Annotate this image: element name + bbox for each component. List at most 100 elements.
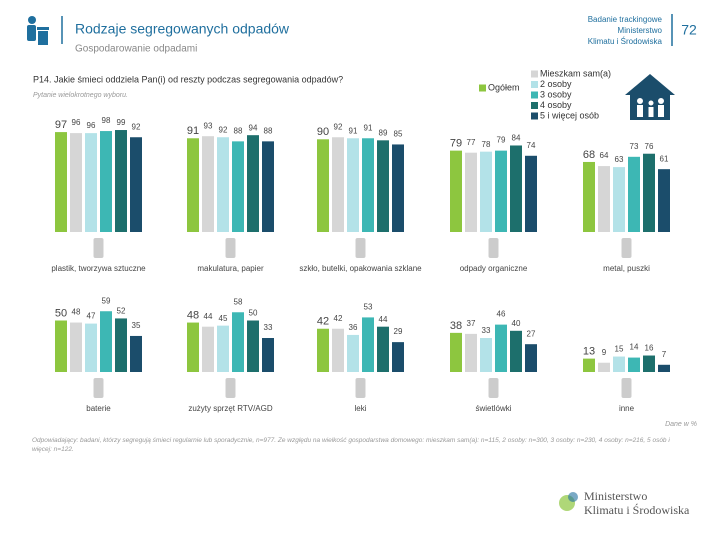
value-label: 42: [334, 314, 343, 323]
bar: [392, 342, 404, 372]
bar: [262, 338, 274, 372]
report-line: Klimatu i Środowiska: [588, 37, 663, 46]
question: P14. Jakie śmieci oddziela Pan(i) od res…: [33, 74, 343, 84]
bar: [628, 156, 640, 232]
value-label: 64: [600, 151, 609, 160]
bar: [55, 132, 67, 232]
category-label: baterie: [86, 404, 111, 413]
bar: [465, 333, 477, 372]
value-label: 40: [512, 319, 521, 328]
legend-label: 4 osoby: [540, 100, 572, 110]
bar: [362, 317, 374, 372]
value-label: 68: [583, 149, 595, 161]
bar: [70, 322, 82, 372]
logo-icon: [559, 492, 578, 511]
value-label: 88: [264, 126, 273, 135]
value-label: 53: [364, 303, 373, 312]
value-label: 89: [379, 128, 388, 137]
value-label: 91: [187, 125, 199, 137]
bar: [613, 356, 625, 372]
value-label: 33: [482, 326, 491, 335]
value-label: 27: [527, 329, 536, 338]
category-label: zużyty sprzęt RTV/AGD: [188, 404, 273, 413]
category-icon: [621, 378, 632, 398]
category-icon: [225, 378, 236, 398]
legend-swatch: [531, 112, 538, 120]
value-label: 99: [117, 118, 126, 127]
bar: [247, 320, 259, 372]
legend-label: 5 i więcej osób: [540, 110, 599, 120]
value-label: 92: [132, 122, 141, 131]
bar: [377, 140, 389, 232]
unit-note: Dane w %: [665, 421, 697, 428]
legend-label: Mieszkam sam(a): [540, 68, 611, 78]
bar: [583, 161, 595, 232]
subtitle: Gospodarowanie odpadami: [75, 44, 197, 55]
bar: [598, 362, 610, 372]
bar: [247, 135, 259, 232]
legend-swatch: [531, 70, 538, 78]
value-label: 74: [527, 141, 536, 150]
value-label: 44: [204, 312, 213, 321]
value-label: 59: [102, 296, 111, 305]
value-label: 92: [334, 122, 343, 131]
bar: [130, 137, 142, 232]
value-label: 92: [219, 125, 228, 134]
bar: [85, 323, 97, 372]
bar: [643, 153, 655, 232]
value-label: 78: [482, 140, 491, 149]
house-people: [637, 98, 664, 117]
bar: [85, 133, 97, 232]
bar: [450, 332, 462, 372]
value-label: 79: [497, 136, 506, 145]
value-label: 76: [645, 142, 654, 151]
footnote: Odpowiadający: badani, którzy segregują …: [32, 437, 670, 453]
bar: [217, 137, 229, 232]
bar: [347, 138, 359, 232]
value-label: 47: [87, 312, 96, 321]
bar: [480, 338, 492, 372]
value-label: 63: [615, 155, 624, 164]
report-line: Badanie trackingowe: [588, 15, 663, 24]
category-icon: [488, 378, 499, 398]
legend-label: Ogółem: [488, 82, 520, 92]
bar: [130, 335, 142, 372]
value-label: 85: [394, 130, 403, 139]
report-line: Ministerstwo: [618, 26, 663, 35]
bar: [332, 328, 344, 372]
bar: [613, 167, 625, 232]
value-label: 35: [132, 321, 141, 330]
value-label: 36: [349, 323, 358, 332]
bar: [347, 334, 359, 372]
category-label: leki: [354, 404, 367, 413]
value-label: 90: [317, 126, 329, 138]
value-label: 13: [583, 346, 595, 358]
bar: [598, 166, 610, 232]
value-label: 50: [249, 309, 258, 318]
value-label: 48: [72, 308, 81, 317]
bar: [377, 326, 389, 372]
legend-label: 2 osoby: [540, 79, 572, 89]
bar: [317, 328, 329, 372]
value-label: 37: [467, 319, 476, 328]
value-label: 42: [317, 316, 329, 328]
bar: [495, 324, 507, 372]
value-label: 91: [349, 126, 358, 135]
bar: [525, 155, 537, 232]
value-label: 91: [364, 123, 373, 132]
bar: [525, 344, 537, 372]
bar: [392, 144, 404, 232]
category-icon: [355, 238, 366, 258]
value-label: 7: [662, 350, 667, 359]
bar: [643, 355, 655, 372]
page-number: 72: [681, 22, 697, 38]
value-label: 77: [467, 138, 476, 147]
category-label: świetlówki: [475, 404, 512, 413]
category-icon: [621, 238, 632, 258]
value-label: 96: [72, 118, 81, 127]
legend-swatch: [531, 91, 538, 99]
bar: [55, 320, 67, 372]
bar: [480, 151, 492, 232]
value-label: 98: [102, 116, 111, 125]
